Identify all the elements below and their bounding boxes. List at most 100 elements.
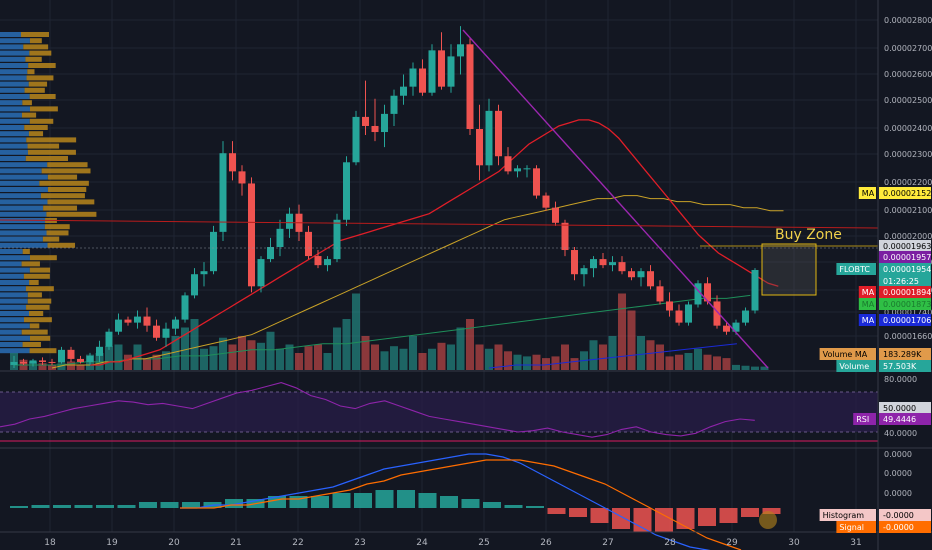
candle-body	[39, 360, 46, 362]
buy-zone-box[interactable]	[761, 243, 817, 296]
volume-bar	[589, 340, 598, 370]
macd-tag-value-bg	[879, 521, 931, 533]
vp-down-bar	[44, 224, 70, 230]
volume-bar	[190, 319, 199, 370]
volume-bar	[741, 365, 750, 370]
vp-down-bar	[24, 87, 45, 93]
trendline[interactable]	[462, 29, 769, 369]
rsi-tag[interactable]: 50.0000	[879, 402, 931, 414]
candle-body	[409, 68, 417, 87]
candle-body	[666, 301, 673, 311]
price-tag[interactable]: 0.00001963	[879, 240, 931, 252]
vp-down-bar	[24, 125, 48, 130]
volume-bar	[428, 348, 436, 370]
candle-body	[86, 355, 94, 362]
price-axis[interactable]: 0.00002800 0.00002700 0.00002600 0.00002500…	[819, 16, 932, 372]
price-tag-value: 01:26:25	[883, 277, 919, 286]
vp-up-bar	[0, 292, 28, 298]
price-tag[interactable]: 0.00001957	[879, 251, 931, 263]
time-axis[interactable]: 18 19 20 21 22 23 24 25 26 27 28 29 30 31	[44, 538, 861, 548]
macd-line	[180, 453, 711, 550]
price-tag-value-bg	[879, 314, 931, 326]
price-tag[interactable]: Volume 57.503K	[836, 360, 931, 372]
rsi-tag[interactable]: RSI 49.4446	[853, 413, 931, 425]
histogram-bar	[53, 505, 71, 508]
price-tag-value-bg	[879, 275, 931, 287]
vp-down-bar	[27, 143, 60, 149]
volume-bar	[447, 344, 455, 370]
macd-tag-label: Histogram	[823, 511, 865, 520]
volume-bar	[684, 353, 693, 370]
macd-pane	[10, 453, 781, 550]
volume-bar	[532, 354, 541, 370]
volume-bar	[181, 327, 189, 370]
histogram-bar	[354, 493, 372, 508]
vp-down-bar	[21, 329, 48, 335]
price-tag[interactable]: MA 0.00001873	[858, 298, 932, 310]
vp-up-bar	[0, 125, 25, 130]
signal-line	[180, 459, 742, 550]
volume-bar	[722, 358, 731, 370]
volume-bar	[570, 358, 579, 370]
price-tag[interactable]: MA 0.00001706	[858, 314, 932, 326]
price-tag[interactable]: MA 0.00001894	[858, 286, 932, 298]
histogram-bar	[526, 506, 544, 508]
vp-up-bar	[0, 242, 48, 248]
histogram-bar	[483, 502, 501, 508]
vp-down-bar	[27, 292, 42, 298]
candle-body	[628, 271, 635, 278]
macd-tag-value: -0.0000	[883, 511, 914, 520]
volume-bar	[618, 293, 626, 370]
candle-body	[191, 274, 198, 296]
price-tick: 0.00002200	[884, 178, 932, 187]
histogram-bar	[10, 506, 28, 508]
histogram-bar	[698, 508, 716, 526]
volume-bar	[295, 353, 303, 370]
volume-bar	[751, 366, 759, 370]
candle-body	[257, 259, 265, 287]
rsi-pane	[0, 382, 878, 442]
vp-down-bar	[26, 75, 54, 81]
vp-up-bar	[0, 94, 30, 99]
volume-bar	[627, 310, 636, 370]
price-tag-value-bg	[879, 286, 931, 298]
macd-tag[interactable]: Signal -0.0000	[836, 521, 931, 533]
candlesticks[interactable]	[10, 26, 759, 368]
vp-up-bar	[0, 81, 29, 87]
price-tick: 0.00002700	[884, 44, 932, 53]
macd-tag[interactable]: Histogram -0.0000	[819, 509, 931, 521]
time-tick: 29	[726, 538, 738, 548]
vp-down-bar	[40, 193, 85, 199]
volume-bar	[152, 354, 161, 370]
candle-body	[552, 207, 559, 223]
vp-up-bar	[0, 342, 23, 347]
macd-tag-value: -0.0000	[883, 523, 914, 532]
vp-up-bar	[0, 156, 26, 161]
price-tag[interactable]: Volume MA 183.289K	[819, 348, 931, 360]
vp-up-bar	[0, 162, 48, 168]
vp-down-bar	[23, 317, 52, 323]
candle-body	[219, 153, 227, 232]
volume-bar	[542, 358, 550, 370]
vp-up-bar	[0, 193, 41, 199]
ma-yellow-line	[51, 195, 784, 369]
vp-down-bar	[21, 32, 49, 37]
volume-bar	[352, 293, 360, 370]
vp-up-bar	[0, 44, 24, 50]
histogram-bar	[397, 490, 415, 508]
rsi-axis[interactable]: 80.0000 40.0000 50.0000 RSI 49.4446	[853, 375, 931, 438]
price-tag[interactable]: 01:26:25	[879, 275, 931, 287]
macd-axis[interactable]: 0.00000.00000.00000.0000Histogram-0.0000…	[819, 450, 931, 533]
vp-up-bar	[0, 267, 30, 273]
time-tick: 19	[106, 538, 118, 548]
candle-body	[96, 346, 103, 356]
price-tag-label-bg	[819, 348, 876, 360]
price-tag[interactable]: FLOBTC 0.00001954	[836, 263, 931, 275]
vp-up-bar	[0, 112, 22, 118]
ma-red-line	[90, 119, 779, 366]
volume-bar	[485, 348, 493, 370]
price-tag[interactable]: MA 0.00002152	[858, 187, 932, 199]
time-tick: 25	[478, 538, 489, 548]
horizontal-level-red[interactable]	[0, 219, 879, 229]
vp-down-bar	[43, 205, 78, 211]
